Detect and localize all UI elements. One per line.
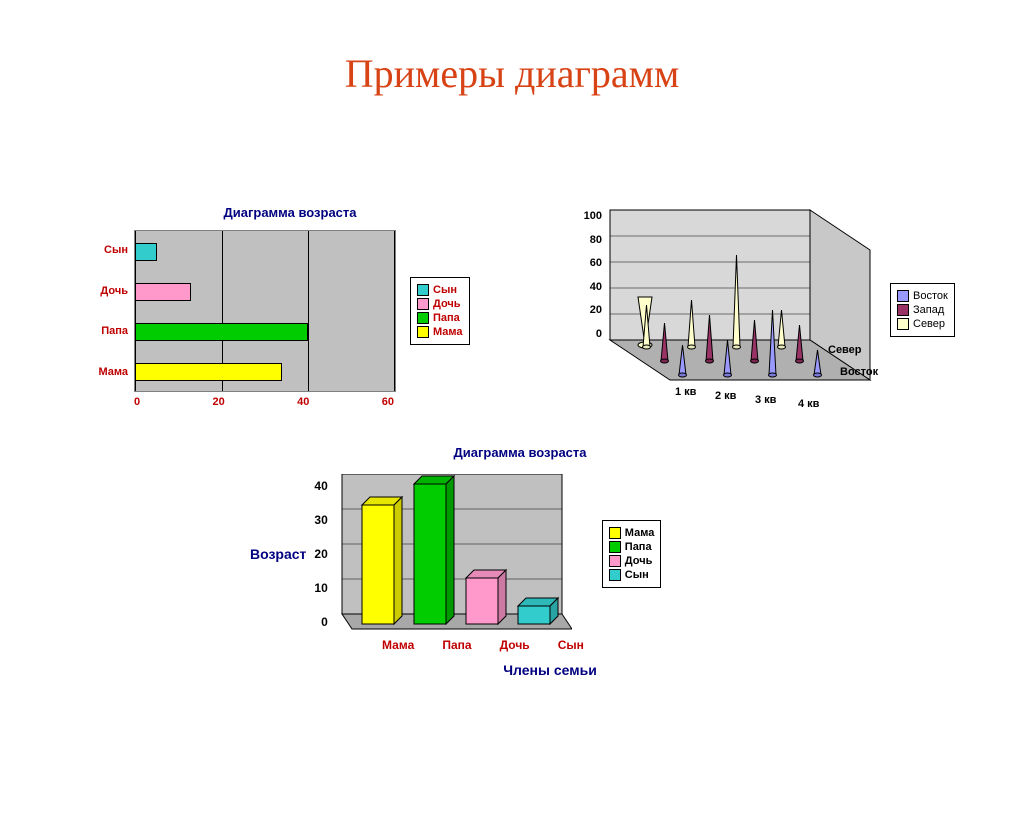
vbar-legend-0: Мама xyxy=(625,527,655,539)
hbar-legend-3: Мама xyxy=(433,326,463,338)
vbar-plot-area xyxy=(332,474,572,634)
hbar-bar-son xyxy=(135,243,157,261)
hbar-bar-papa xyxy=(135,323,308,341)
vbar-ytick-3: 10 xyxy=(314,581,327,595)
svg-text:2 кв: 2 кв xyxy=(715,390,737,402)
svg-text:3 кв: 3 кв xyxy=(755,394,777,406)
hbar-legend-2: Папа xyxy=(433,312,460,324)
hbar-xtick-0: 0 xyxy=(134,396,140,408)
hbar-legend: Сын Дочь Папа Мама xyxy=(410,277,470,345)
cone-ytick-3: 40 xyxy=(578,281,602,293)
vbar-ytick-1: 30 xyxy=(314,513,327,527)
cone-ytick-2: 60 xyxy=(578,257,602,269)
vbar-cat-0: Мама xyxy=(382,638,414,652)
hbar-chart: Диаграмма возраста Сын Дочь Папа Мама Сы… xyxy=(80,205,500,408)
svg-text:Восток: Восток xyxy=(840,366,879,378)
hbar-cat-2: Папа xyxy=(80,325,128,337)
cone-ytick-5: 0 xyxy=(578,328,602,340)
cone-legend-1: Запад xyxy=(913,304,944,316)
cone-y-ticks: 100 80 60 40 20 0 xyxy=(578,210,602,340)
vbar-ytick-0: 40 xyxy=(314,479,327,493)
hbar-cat-0: Сын xyxy=(80,244,128,256)
vbar-chart: Диаграмма возраста Возраст 40 30 20 10 0 xyxy=(250,445,790,678)
cone-legend-0: Восток xyxy=(913,290,948,302)
vbar-y-ticks: 40 30 20 10 0 xyxy=(314,479,327,629)
cone-ytick-0: 100 xyxy=(578,210,602,222)
hbar-x-ticks: 0 20 40 60 xyxy=(134,392,394,408)
cone-svg: 1 кв 2 кв 3 кв 4 кв Север Восток xyxy=(560,205,880,415)
hbar-title: Диаграмма возраста xyxy=(80,205,500,220)
vbar-cat-2: Дочь xyxy=(500,638,530,652)
hbar-bar-mama xyxy=(135,363,282,381)
hbar-legend-1: Дочь xyxy=(433,298,461,310)
hbar-xtick-1: 20 xyxy=(213,396,225,408)
hbar-xtick-3: 60 xyxy=(382,396,394,408)
vbar-legend-3: Сын xyxy=(625,569,649,581)
vbar-title: Диаграмма возраста xyxy=(250,445,790,460)
hbar-xtick-2: 40 xyxy=(297,396,309,408)
vbar-y-label: Возраст xyxy=(250,546,306,562)
vbar-cat-3: Сын xyxy=(558,638,584,652)
vbar-x-label: Члены семьи xyxy=(310,662,790,678)
vbar-legend: Мама Папа Дочь Сын xyxy=(602,520,662,588)
hbar-legend-0: Сын xyxy=(433,284,457,296)
svg-text:Север: Север xyxy=(828,344,862,356)
hbar-plot-area xyxy=(134,230,396,392)
cone-legend: Восток Запад Север xyxy=(890,283,955,337)
vbar-cat-1: Папа xyxy=(442,638,471,652)
vbar-ytick-4: 0 xyxy=(314,615,327,629)
page-title: Примеры диаграмм xyxy=(0,50,1024,97)
vbar-x-ticks: Мама Папа Дочь Сын xyxy=(368,638,598,652)
vbar-legend-1: Папа xyxy=(625,541,652,553)
cone-chart: 100 80 60 40 20 0 xyxy=(560,205,980,415)
hbar-cat-3: Мама xyxy=(80,366,128,378)
cone-ytick-4: 20 xyxy=(578,304,602,316)
cone-legend-2: Север xyxy=(913,318,945,330)
hbar-cat-1: Дочь xyxy=(80,285,128,297)
hbar-bar-doch xyxy=(135,283,191,301)
svg-text:1 кв: 1 кв xyxy=(675,386,697,398)
vbar-ytick-2: 20 xyxy=(314,547,327,561)
hbar-y-labels: Сын Дочь Папа Мама xyxy=(80,230,134,392)
svg-text:4 кв: 4 кв xyxy=(798,398,820,410)
vbar-legend-2: Дочь xyxy=(625,555,653,567)
cone-plot-area: 100 80 60 40 20 0 xyxy=(560,205,880,415)
cone-ytick-1: 80 xyxy=(578,234,602,246)
